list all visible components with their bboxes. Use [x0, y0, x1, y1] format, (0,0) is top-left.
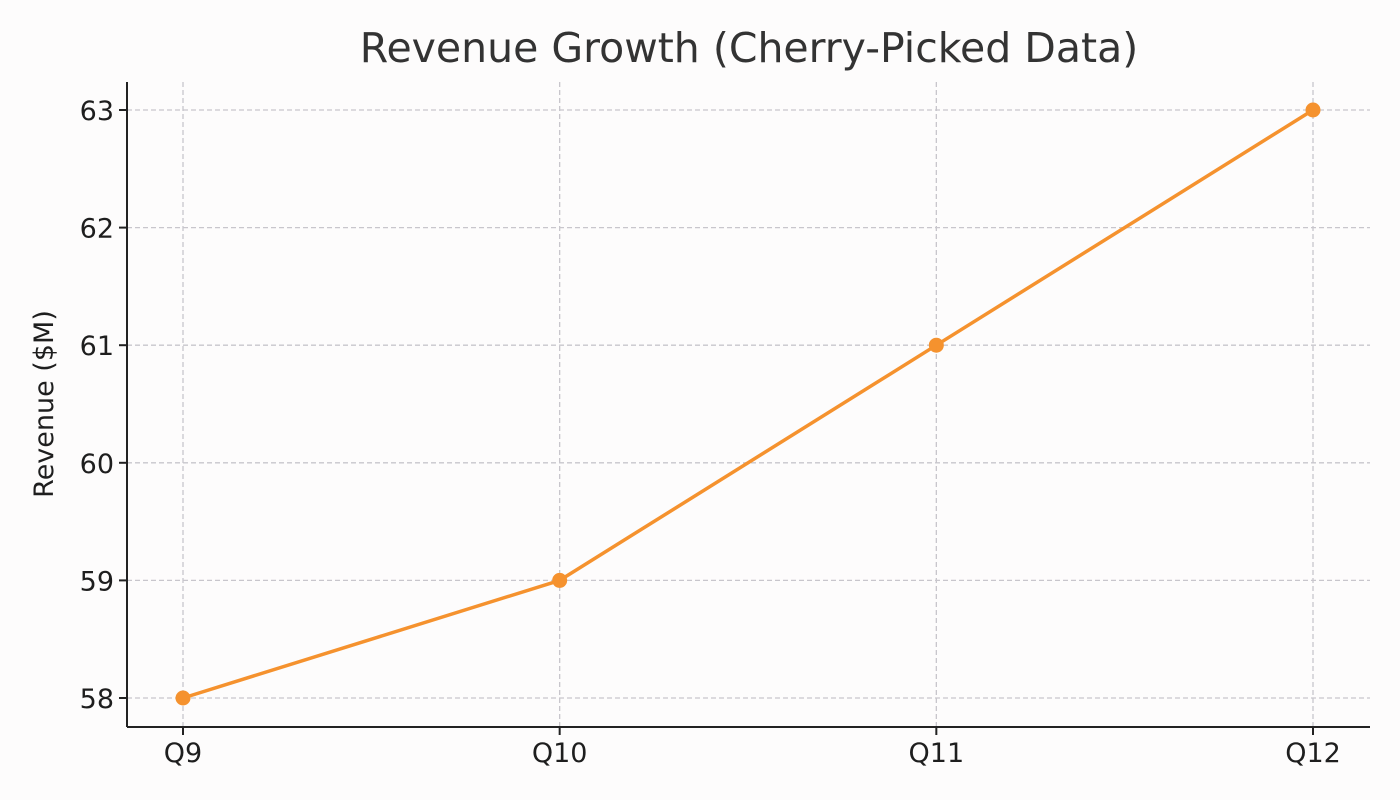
x-tick-label: Q9: [164, 738, 202, 769]
x-tick-label: Q12: [1285, 738, 1341, 769]
y-tick-label: 59: [80, 566, 114, 597]
x-tick-label: Q11: [909, 738, 965, 769]
y-tick-label: 63: [80, 96, 114, 127]
y-tick-label: 62: [80, 214, 114, 245]
data-point: [552, 572, 568, 588]
data-point: [928, 337, 944, 353]
axes: 58 59 60 61 62 63 Q9 Q10 Q11 Q12: [80, 82, 1370, 769]
series-line: [181, 108, 1315, 700]
data-point: [1305, 102, 1321, 118]
y-axis-label: Revenue ($M): [29, 310, 60, 498]
y-tick-label: 60: [80, 449, 114, 480]
y-tick-label: 61: [80, 331, 114, 362]
data-point: [175, 690, 191, 706]
chart-title: Revenue Growth (Cherry-Picked Data): [360, 24, 1138, 72]
x-tick-label: Q10: [532, 738, 588, 769]
y-tick-label: 58: [80, 684, 114, 715]
series-layer: [175, 102, 1321, 706]
grid: [127, 82, 1370, 727]
